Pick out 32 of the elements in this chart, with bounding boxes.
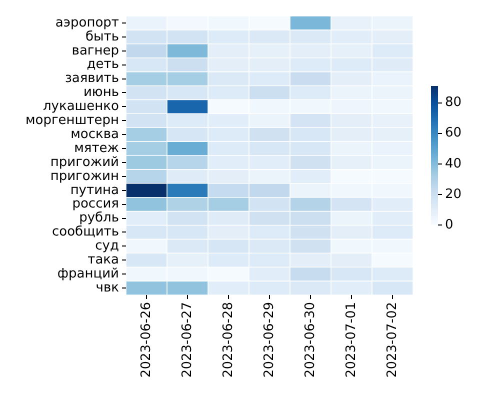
y-tick-label: деть — [86, 57, 119, 72]
y-tick-label: така — [88, 252, 119, 268]
color-bar-label: 40 — [445, 156, 462, 172]
y-tick-label: аэропорт — [55, 15, 120, 30]
y-tick-label: москва — [70, 126, 119, 142]
y-tick-label: вагнер — [72, 43, 119, 58]
x-tick-label: 2023-06-30 — [302, 302, 318, 378]
x-tick-label: 2023-07-02 — [384, 302, 400, 378]
x-tick-label: 2023-07-01 — [344, 302, 359, 378]
y-tick-label: мятеж — [74, 140, 120, 156]
y-tick-label: франций — [57, 266, 119, 282]
y-tick-label: пригожий — [50, 154, 119, 170]
color-bar-label: 0 — [445, 217, 454, 232]
y-tick-label: пригожин — [50, 168, 119, 184]
color-bar-label: 80 — [445, 95, 462, 110]
y-tick-label: суд — [95, 238, 119, 254]
y-tick-label: быть — [85, 29, 119, 44]
x-tick-label: 2023-06-26 — [138, 302, 154, 378]
y-tick-label: лукашенко — [42, 99, 120, 114]
color-bar-label: 20 — [445, 186, 462, 202]
y-tick-label: путина — [70, 182, 119, 198]
y-tick-label: заявить — [64, 71, 119, 86]
x-tick-label: 2023-06-27 — [180, 302, 195, 378]
y-tick-label: рубль — [79, 210, 119, 226]
y-tick-label: сообщить — [52, 224, 119, 240]
x-tick-label: 2023-06-28 — [220, 302, 236, 378]
y-tick-label: чвк — [96, 280, 120, 296]
y-tick-label: моргенштерн — [25, 113, 119, 128]
color-bar-label: 60 — [445, 126, 462, 141]
x-tick-label: 2023-06-29 — [262, 302, 277, 378]
y-tick-label: июнь — [83, 85, 119, 100]
y-tick-label: россия — [72, 196, 119, 212]
